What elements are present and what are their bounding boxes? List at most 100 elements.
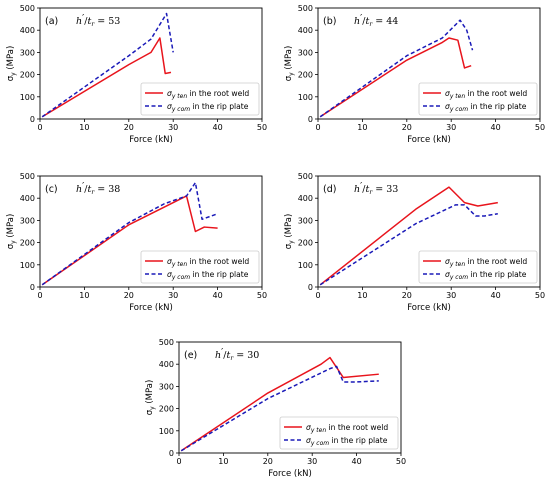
x-axis-label: Force (kN) [129, 135, 173, 145]
legend-box [279, 416, 399, 450]
y-tick-label: 500 [20, 4, 35, 13]
x-tick-label: 20 [402, 123, 412, 132]
x-tick-label: 0 [37, 291, 42, 300]
x-tick-label: 10 [79, 123, 89, 132]
panel-label: (e) [184, 350, 197, 361]
y-tick-label: 0 [308, 115, 313, 124]
x-tick-label: 0 [176, 457, 181, 466]
legend: σy ten in the root weld σy com in the rip… [279, 416, 399, 450]
y-tick-label: 200 [298, 71, 313, 80]
x-tick-label: 0 [37, 123, 42, 132]
y-tick-label: 0 [308, 283, 313, 292]
x-tick-label: 20 [402, 291, 412, 300]
y-tick-label: 500 [20, 172, 35, 181]
y-tick-label: 200 [20, 239, 35, 248]
x-tick-label: 10 [79, 291, 89, 300]
x-tick-label: 40 [213, 123, 223, 132]
series-line-com [319, 19, 474, 118]
y-tick-label: 200 [298, 239, 313, 248]
panel-label: (c) [45, 184, 58, 195]
series-line-ten [319, 37, 472, 118]
legend: σy ten in the root weld σy com in the rip… [140, 82, 260, 116]
ratio-annotation: h′/tr = 38 [76, 181, 120, 196]
series-line-com [41, 181, 218, 286]
y-tick-label: 100 [20, 261, 35, 270]
x-tick-label: 40 [491, 123, 501, 132]
legend-box [418, 250, 538, 284]
legend-label-com: σy com in the rip plate [306, 436, 388, 447]
ratio-annotation: h′/tr = 44 [354, 13, 398, 28]
y-tick-label: 400 [20, 194, 35, 203]
y-tick-label: 0 [30, 283, 35, 292]
panel-label: (d) [323, 184, 336, 195]
x-tick-label: 30 [168, 123, 178, 132]
x-tick-label: 10 [357, 123, 367, 132]
legend-label-com: σy com in the rip plate [445, 270, 527, 281]
y-tick-label: 500 [298, 4, 313, 13]
y-tick-label: 0 [169, 449, 174, 458]
series-line-com [319, 204, 498, 286]
y-axis-label: σy (MPa) [145, 380, 156, 416]
legend-label-ten: σy ten in the root weld [167, 257, 249, 268]
y-tick-label: 100 [20, 93, 35, 102]
y-tick-label: 400 [20, 26, 35, 35]
series-line-ten [319, 186, 498, 286]
x-tick-label: 50 [257, 291, 267, 300]
x-axis-label: Force (kN) [129, 303, 173, 313]
x-tick-label: 50 [257, 123, 267, 132]
x-tick-label: 30 [446, 291, 456, 300]
x-axis-label: Force (kN) [407, 303, 451, 313]
legend-label-com: σy com in the rip plate [167, 270, 249, 281]
plot-frame [317, 7, 541, 120]
y-tick-label: 300 [20, 48, 35, 57]
series-line-com [41, 12, 174, 118]
x-tick-label: 40 [352, 457, 362, 466]
legend-label-ten: σy ten in the root weld [445, 257, 527, 268]
y-tick-label: 100 [159, 427, 174, 436]
legend: σy ten in the root weld σy com in the rip… [140, 250, 260, 284]
y-tick-label: 100 [298, 93, 313, 102]
plot-frame [39, 7, 263, 120]
x-tick-label: 30 [168, 291, 178, 300]
x-tick-label: 50 [396, 457, 406, 466]
legend-box [140, 250, 260, 284]
plot-frame [317, 175, 541, 288]
y-axis-label: σy (MPa) [284, 46, 295, 82]
y-tick-label: 400 [159, 360, 174, 369]
legend-box [140, 82, 260, 116]
plot-frame [178, 341, 402, 454]
y-tick-label: 500 [298, 172, 313, 181]
panel-label: (b) [323, 16, 336, 27]
y-tick-label: 300 [159, 382, 174, 391]
x-axis-label: Force (kN) [268, 469, 312, 479]
y-tick-label: 100 [298, 261, 313, 270]
y-axis-label: σy (MPa) [6, 214, 17, 250]
x-tick-label: 40 [491, 291, 501, 300]
x-tick-label: 10 [357, 291, 367, 300]
series-line-ten [41, 37, 172, 118]
x-tick-label: 50 [535, 291, 545, 300]
y-tick-label: 400 [298, 194, 313, 203]
x-tick-label: 20 [124, 291, 134, 300]
y-tick-label: 300 [298, 216, 313, 225]
y-tick-label: 200 [159, 405, 174, 414]
y-tick-label: 300 [298, 48, 313, 57]
y-tick-label: 400 [298, 26, 313, 35]
x-tick-label: 50 [535, 123, 545, 132]
ratio-annotation: h′/tr = 30 [215, 347, 259, 362]
ratio-annotation: h′/tr = 33 [354, 181, 398, 196]
series-line-com [180, 365, 379, 452]
series-line-ten [180, 356, 379, 452]
legend: σy ten in the root weld σy com in the rip… [418, 82, 538, 116]
panel-label: (a) [45, 16, 58, 27]
legend-label-ten: σy ten in the root weld [167, 89, 249, 100]
ratio-annotation: h′/tr = 53 [76, 13, 120, 28]
legend-label-com: σy com in the rip plate [445, 102, 527, 113]
y-tick-label: 500 [159, 338, 174, 347]
